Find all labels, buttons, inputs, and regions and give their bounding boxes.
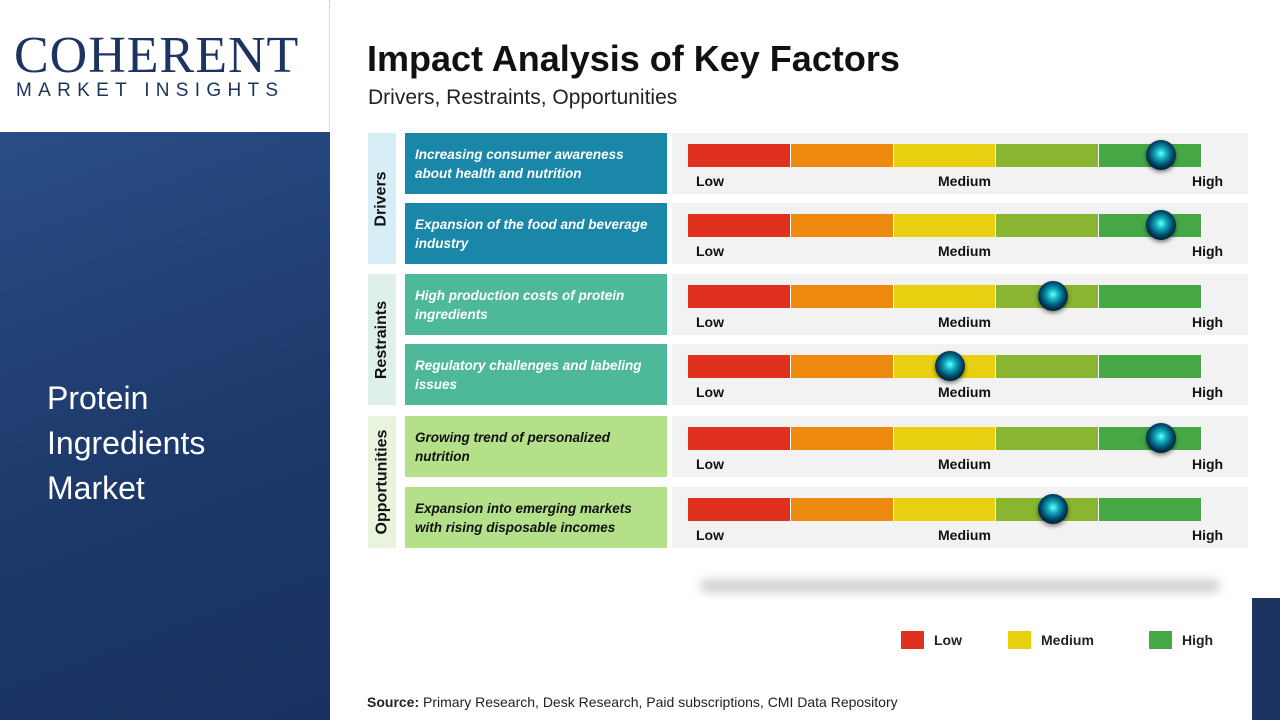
scale-segment	[996, 355, 1100, 378]
impact-gauge: Low Medium High	[672, 274, 1248, 335]
scale-segment	[688, 498, 791, 521]
scale-segment	[893, 498, 997, 521]
corner-stripe	[1252, 598, 1280, 720]
decorative-shadow	[700, 580, 1220, 592]
scale-low-label: Low	[696, 243, 724, 259]
logo: COHERENT MARKET INSIGHTS	[0, 0, 330, 130]
impact-gauge: Low Medium High	[672, 133, 1248, 194]
source-label: Source:	[367, 694, 420, 710]
impact-gauge: Low Medium High	[672, 203, 1248, 264]
scale-medium-label: Medium	[938, 314, 991, 330]
legend-label: Medium	[1041, 632, 1094, 648]
legend-swatch	[1149, 631, 1172, 649]
impact-gauge: Low Medium High	[672, 416, 1248, 477]
impact-indicator-knob	[935, 351, 966, 381]
scale-segment	[688, 144, 791, 167]
legend-item: High	[1149, 631, 1213, 649]
scale-segment	[790, 285, 894, 308]
impact-indicator-knob	[1037, 494, 1068, 524]
scale-medium-label: Medium	[938, 173, 991, 189]
impact-indicator-knob	[1145, 423, 1176, 453]
scale-segment	[996, 144, 1100, 167]
scale-low-label: Low	[696, 456, 724, 472]
scale-medium-label: Medium	[938, 384, 991, 400]
logo-tagline: MARKET INSIGHTS	[16, 80, 285, 101]
factor-label: Regulatory challenges and labeling issue…	[405, 344, 667, 405]
scale-medium-label: Medium	[938, 243, 991, 259]
scale-segment	[1099, 498, 1202, 521]
legend-item: Low	[901, 631, 962, 649]
group-label-opportunities: Opportunities	[368, 416, 396, 548]
scale-segment	[688, 285, 791, 308]
scale-segment	[688, 427, 791, 450]
impact-scale-bar	[688, 214, 1202, 237]
legend-swatch	[1008, 631, 1031, 649]
source-note: Source: Primary Research, Desk Research,…	[367, 694, 898, 710]
legend-swatch	[901, 631, 924, 649]
impact-scale-bar	[688, 144, 1202, 167]
scale-segment	[790, 144, 894, 167]
scale-low-label: Low	[696, 314, 724, 330]
factor-label: Expansion into emerging markets with ris…	[405, 487, 667, 548]
impact-scale-bar	[688, 285, 1202, 308]
factor-label: Expansion of the food and beverage indus…	[405, 203, 667, 264]
factor-label: Growing trend of personalized nutrition	[405, 416, 667, 477]
scale-segment	[893, 285, 997, 308]
group-label-text: Opportunities	[373, 429, 391, 535]
page-title: Impact Analysis of Key Factors	[367, 38, 900, 79]
logo-wordmark: COHERENT	[14, 27, 300, 84]
scale-high-label: High	[1192, 456, 1224, 472]
scale-segment	[688, 355, 791, 378]
market-title: Protein Ingredients Market	[47, 380, 206, 506]
scale-high-label: High	[1192, 173, 1224, 189]
scale-low-label: Low	[696, 527, 724, 543]
source-text: Primary Research, Desk Research, Paid su…	[419, 694, 898, 710]
legend-label: High	[1182, 632, 1214, 648]
scale-segment	[996, 214, 1100, 237]
scale-segment	[893, 427, 997, 450]
scale-medium-label: Medium	[938, 527, 991, 543]
impact-scale-bar	[688, 427, 1202, 450]
impact-indicator-knob	[1145, 210, 1176, 240]
scale-segment	[790, 355, 894, 378]
scale-segment	[688, 214, 791, 237]
scale-low-label: Low	[696, 173, 724, 189]
scale-segment	[893, 214, 997, 237]
factor-label: Increasing consumer awareness about heal…	[405, 133, 667, 194]
legend-label: Low	[934, 632, 962, 648]
scale-segment	[1099, 355, 1202, 378]
scale-segment	[790, 427, 894, 450]
group-label-text: Drivers	[373, 170, 390, 227]
impact-indicator-knob	[1145, 140, 1176, 170]
group-label-text: Restraints	[373, 300, 390, 379]
impact-scale-bar	[688, 498, 1202, 521]
scale-high-label: High	[1192, 243, 1224, 259]
group-label-restraints: Restraints	[368, 274, 396, 405]
impact-gauge: Low Medium High	[672, 487, 1248, 548]
scale-low-label: Low	[696, 384, 724, 400]
page-subtitle: Drivers, Restraints, Opportunities	[368, 86, 678, 109]
scale-high-label: High	[1192, 527, 1224, 543]
factor-label: High production costs of protein ingredi…	[405, 274, 667, 335]
group-label-drivers: Drivers	[368, 133, 396, 264]
scale-segment	[790, 498, 894, 521]
scale-high-label: High	[1192, 384, 1224, 400]
scale-medium-label: Medium	[938, 456, 991, 472]
scale-high-label: High	[1192, 314, 1224, 330]
scale-segment	[893, 144, 997, 167]
sidebar: Protein Ingredients Market	[0, 132, 330, 720]
impact-indicator-knob	[1037, 281, 1068, 311]
impact-gauge: Low Medium High	[672, 344, 1248, 405]
scale-segment	[1099, 285, 1202, 308]
scale-segment	[790, 214, 894, 237]
legend-item: Medium	[1008, 631, 1094, 649]
scale-segment	[996, 427, 1100, 450]
